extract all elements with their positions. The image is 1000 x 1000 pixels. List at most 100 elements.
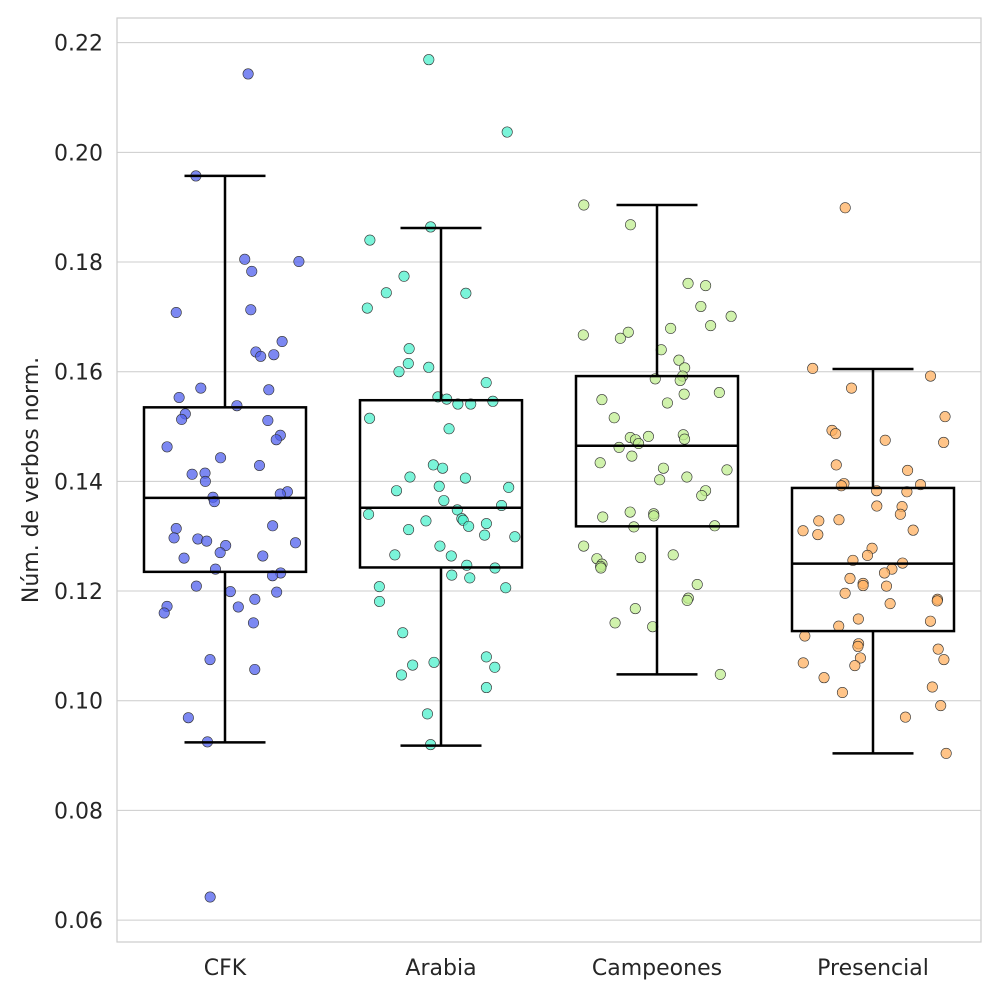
data-point xyxy=(629,603,641,615)
data-point xyxy=(443,423,455,435)
data-point xyxy=(925,370,937,382)
data-point xyxy=(622,326,634,338)
box-presencial xyxy=(790,367,956,755)
data-point xyxy=(398,270,410,282)
data-point xyxy=(667,549,679,561)
data-point xyxy=(427,459,439,471)
data-point xyxy=(721,464,733,476)
data-point xyxy=(257,550,269,562)
data-point xyxy=(673,354,685,366)
x-tick-label: Campeones xyxy=(592,956,722,981)
data-point xyxy=(833,620,845,632)
data-point xyxy=(696,490,708,502)
data-point xyxy=(397,627,409,639)
data-point xyxy=(270,434,282,446)
y-tick-label: 0.16 xyxy=(54,361,103,386)
data-point xyxy=(201,535,213,547)
data-point xyxy=(178,552,190,564)
data-point xyxy=(249,663,261,675)
data-point xyxy=(389,549,401,561)
data-point xyxy=(404,471,416,483)
data-point xyxy=(190,580,202,592)
box-cfk xyxy=(142,174,308,744)
data-point xyxy=(714,668,726,680)
y-tick-label: 0.14 xyxy=(54,470,103,495)
data-point xyxy=(839,202,851,214)
data-point xyxy=(835,480,847,492)
data-point xyxy=(839,587,851,599)
data-point xyxy=(267,520,279,532)
data-point xyxy=(403,524,415,536)
x-tick-label: Arabia xyxy=(405,956,476,981)
data-point xyxy=(434,540,446,552)
data-point xyxy=(678,388,690,400)
data-point xyxy=(813,515,825,527)
data-point xyxy=(935,700,947,712)
data-point xyxy=(799,630,811,642)
data-point xyxy=(289,537,301,549)
data-point xyxy=(844,572,856,584)
data-point xyxy=(438,495,450,507)
data-point xyxy=(854,652,866,664)
data-point xyxy=(480,377,492,389)
data-point xyxy=(391,485,403,497)
data-point xyxy=(268,349,280,361)
data-point xyxy=(407,659,419,671)
data-point xyxy=(459,472,471,484)
data-point xyxy=(393,366,405,378)
y-tick-labels: 0.06 0.08 0.10 0.12 0.14 0.16 0.18 0.20 0.22 xyxy=(54,32,103,934)
data-point xyxy=(461,559,473,571)
data-point xyxy=(249,593,261,605)
data-point xyxy=(480,651,492,663)
data-point xyxy=(613,441,625,453)
data-point xyxy=(263,384,275,396)
data-point xyxy=(700,280,712,292)
gridlines xyxy=(117,42,981,921)
data-point xyxy=(691,578,703,590)
data-point xyxy=(852,613,864,625)
data-point xyxy=(231,400,243,412)
data-point xyxy=(232,601,244,613)
data-point xyxy=(924,615,936,627)
data-point xyxy=(374,595,386,607)
data-point xyxy=(242,68,254,80)
data-point xyxy=(665,322,677,334)
data-point xyxy=(363,508,375,520)
box-arabia xyxy=(358,226,524,747)
data-point xyxy=(199,475,211,487)
y-tick-label: 0.12 xyxy=(54,580,103,605)
data-point xyxy=(833,514,845,526)
data-point xyxy=(428,656,440,668)
data-point xyxy=(807,362,819,374)
data-point xyxy=(380,287,392,299)
data-point xyxy=(725,310,737,322)
data-point xyxy=(445,550,457,562)
data-point xyxy=(364,412,376,424)
y-tick-label: 0.08 xyxy=(54,799,103,824)
x-tick-label: CFK xyxy=(204,956,247,981)
data-point xyxy=(501,126,513,138)
data-point xyxy=(614,332,626,344)
data-point xyxy=(224,586,236,598)
y-tick-label: 0.22 xyxy=(54,32,103,57)
data-point xyxy=(849,660,861,672)
data-point xyxy=(403,343,415,355)
data-point xyxy=(578,540,590,552)
data-point xyxy=(681,471,693,483)
data-point xyxy=(812,529,824,541)
data-point xyxy=(239,253,251,265)
data-point xyxy=(182,712,194,724)
data-point xyxy=(271,586,283,598)
data-point xyxy=(626,450,638,462)
data-point xyxy=(423,54,435,66)
data-point xyxy=(852,640,864,652)
data-point xyxy=(460,287,472,299)
data-point xyxy=(907,524,919,536)
data-point xyxy=(879,434,891,446)
data-point xyxy=(578,199,590,211)
data-point xyxy=(276,336,288,348)
data-point xyxy=(931,595,943,607)
data-point xyxy=(463,520,475,532)
jitter-points xyxy=(158,54,952,903)
data-point xyxy=(625,219,637,231)
